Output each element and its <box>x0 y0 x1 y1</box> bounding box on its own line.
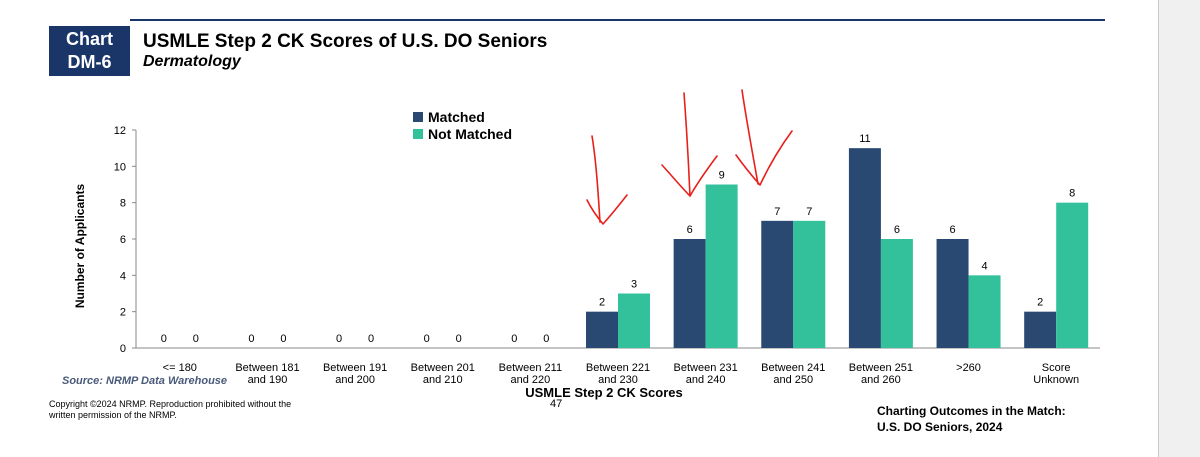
badge-line2: DM-6 <box>67 52 112 72</box>
bar-matched <box>586 311 618 348</box>
data-label-not-matched: 3 <box>631 279 637 291</box>
x-tick-label: Between 231 <box>674 362 738 374</box>
data-label-matched: 2 <box>1037 297 1043 309</box>
legend: Matched Not Matched <box>413 108 512 142</box>
footer-title: Charting Outcomes in the Match: U.S. DO … <box>877 403 1066 435</box>
chart-badge: Chart DM-6 <box>49 26 130 76</box>
bar-matched <box>761 220 794 348</box>
x-tick-label: <= 180 <box>163 362 197 374</box>
document-page <box>1158 0 1159 457</box>
bar-not-matched <box>705 184 738 348</box>
x-tick-label: Between 221 <box>586 362 650 374</box>
data-label-matched: 6 <box>687 224 693 236</box>
x-tick-label: Unknown <box>1033 374 1079 386</box>
x-axis-title: USMLE Step 2 CK Scores <box>525 385 683 400</box>
data-label-not-matched: 0 <box>368 333 374 345</box>
x-tick-label: Between 181 <box>235 362 299 374</box>
x-tick-label: Score <box>1042 362 1071 374</box>
red-arrow-annotation <box>586 135 628 225</box>
data-label-matched: 0 <box>248 333 254 345</box>
x-tick-label: >260 <box>956 362 981 374</box>
source-note: Source: NRMP Data Warehouse <box>62 375 228 387</box>
x-tick-label: and 220 <box>510 374 550 386</box>
x-tick-label: Between 241 <box>761 362 825 374</box>
data-label-not-matched: 7 <box>806 206 812 218</box>
y-tick-label: 12 <box>114 125 126 137</box>
data-label-matched: 11 <box>859 133 870 145</box>
x-tick-label: and 250 <box>773 374 813 386</box>
bar-not-matched <box>968 275 1001 348</box>
y-tick-label: 8 <box>120 198 126 210</box>
bar-matched <box>848 148 881 348</box>
data-label-matched: 0 <box>336 333 342 345</box>
x-tick-label: and 260 <box>861 374 901 386</box>
data-label-not-matched: 4 <box>981 260 987 272</box>
red-arrow-annotation <box>735 89 793 186</box>
data-label-not-matched: 0 <box>543 333 549 345</box>
copyright-line2: written permission of the NRMP. <box>49 410 177 420</box>
footer-title-line2: U.S. DO Seniors, 2024 <box>877 420 1003 434</box>
viewer-gutter <box>1159 0 1200 457</box>
legend-swatch-not-matched <box>413 128 423 139</box>
copyright-line1: Copyright ©2024 NRMP. Reproduction prohi… <box>49 399 292 409</box>
bar-matched <box>936 239 969 348</box>
bar-not-matched <box>793 220 826 348</box>
chart-subtitle: Dermatology <box>143 53 241 70</box>
legend-label-not-matched: Not Matched <box>428 125 512 142</box>
y-tick-label: 6 <box>120 234 126 246</box>
data-label-matched: 7 <box>774 206 780 218</box>
header-rule <box>130 19 1105 21</box>
bar-matched <box>1024 311 1057 348</box>
data-label-not-matched: 0 <box>280 333 286 345</box>
y-tick-label: 4 <box>120 270 126 282</box>
data-label-not-matched: 6 <box>894 224 900 236</box>
legend-item-not-matched: Not Matched <box>413 125 512 142</box>
y-tick-label: 0 <box>120 343 126 355</box>
data-label-not-matched: 0 <box>456 333 462 345</box>
bar-chart: 0 2 4 6 8 10 12 Number of Applicants 0 0 <= 180 0 0 B… <box>73 89 1100 400</box>
legend-item-matched: Matched <box>413 108 512 125</box>
chart-title: USMLE Step 2 CK Scores of U.S. DO Senior… <box>143 31 548 52</box>
bar-not-matched <box>618 293 650 348</box>
x-tick-label: Between 211 <box>499 362 562 374</box>
x-tick-label: Between 251 <box>849 362 913 374</box>
footer-title-line1: Charting Outcomes in the Match: <box>877 404 1066 418</box>
x-tick-label: and 230 <box>598 374 638 386</box>
legend-label-matched: Matched <box>428 108 485 125</box>
data-label-not-matched: 8 <box>1069 188 1075 200</box>
x-tick-label: and 240 <box>686 374 726 386</box>
data-label-matched: 0 <box>161 333 167 345</box>
data-label-not-matched: 0 <box>193 333 199 345</box>
bar-matched <box>673 239 706 348</box>
data-label-not-matched: 9 <box>719 170 725 182</box>
x-tick-label: Between 201 <box>411 362 475 374</box>
data-label-matched: 0 <box>511 333 517 345</box>
badge-line1: Chart <box>65 29 113 49</box>
x-tick-label: and 200 <box>335 374 375 386</box>
data-label-matched: 6 <box>949 224 955 236</box>
y-axis-title: Number of Applicants <box>73 184 87 309</box>
copyright-note: Copyright ©2024 NRMP. Reproduction prohi… <box>49 399 349 421</box>
x-tick-label: Between 191 <box>323 362 387 374</box>
x-tick-label: and 190 <box>248 374 288 386</box>
data-label-matched: 0 <box>424 333 430 345</box>
page-number: 47 <box>550 398 563 410</box>
x-tick-label: and 210 <box>423 374 463 386</box>
data-label-matched: 2 <box>599 297 605 309</box>
y-tick-label: 10 <box>114 161 126 173</box>
y-tick-label: 2 <box>120 307 126 319</box>
red-arrow-annotation <box>661 92 718 197</box>
bar-not-matched <box>1056 202 1089 348</box>
bar-not-matched <box>880 239 913 348</box>
legend-swatch-matched <box>413 111 423 122</box>
